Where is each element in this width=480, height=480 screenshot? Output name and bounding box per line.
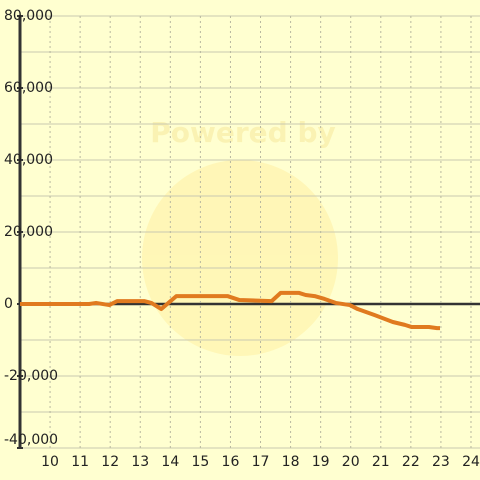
y-tick-label: 40,000 [4, 152, 53, 168]
y-tick-label: -20,000 [4, 368, 58, 384]
y-tick-label: 60,000 [4, 80, 53, 96]
x-tick-label: 10 [41, 454, 59, 470]
x-tick-label: 24 [462, 454, 480, 470]
x-tick-label: 22 [402, 454, 420, 470]
x-tick-label: 16 [222, 454, 240, 470]
x-tick-label: 20 [342, 454, 360, 470]
x-tick-label: 19 [312, 454, 330, 470]
x-tick-label: 17 [252, 454, 270, 470]
y-tick-label: -40,000 [4, 432, 58, 448]
x-tick-label: 18 [282, 454, 300, 470]
watermark-logo: Powered by [142, 116, 338, 356]
y-tick-label: 20,000 [4, 224, 53, 240]
series-line [20, 290, 441, 331]
watermark: Powered by [150, 116, 336, 149]
x-tick-label: 21 [372, 454, 390, 470]
x-tick-label: 14 [161, 454, 179, 470]
x-tick-label: 15 [191, 454, 209, 470]
x-tick-label: 12 [101, 454, 119, 470]
y-tick-label: 0 [4, 296, 13, 312]
x-tick-label: 13 [131, 454, 149, 470]
x-tick-label: 11 [71, 454, 89, 470]
y-tick-label: 80,000 [4, 8, 53, 24]
x-tick-label: 23 [432, 454, 450, 470]
